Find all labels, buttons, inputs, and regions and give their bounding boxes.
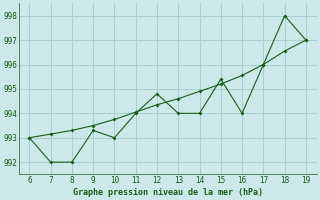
X-axis label: Graphe pression niveau de la mer (hPa): Graphe pression niveau de la mer (hPa) bbox=[73, 188, 263, 197]
